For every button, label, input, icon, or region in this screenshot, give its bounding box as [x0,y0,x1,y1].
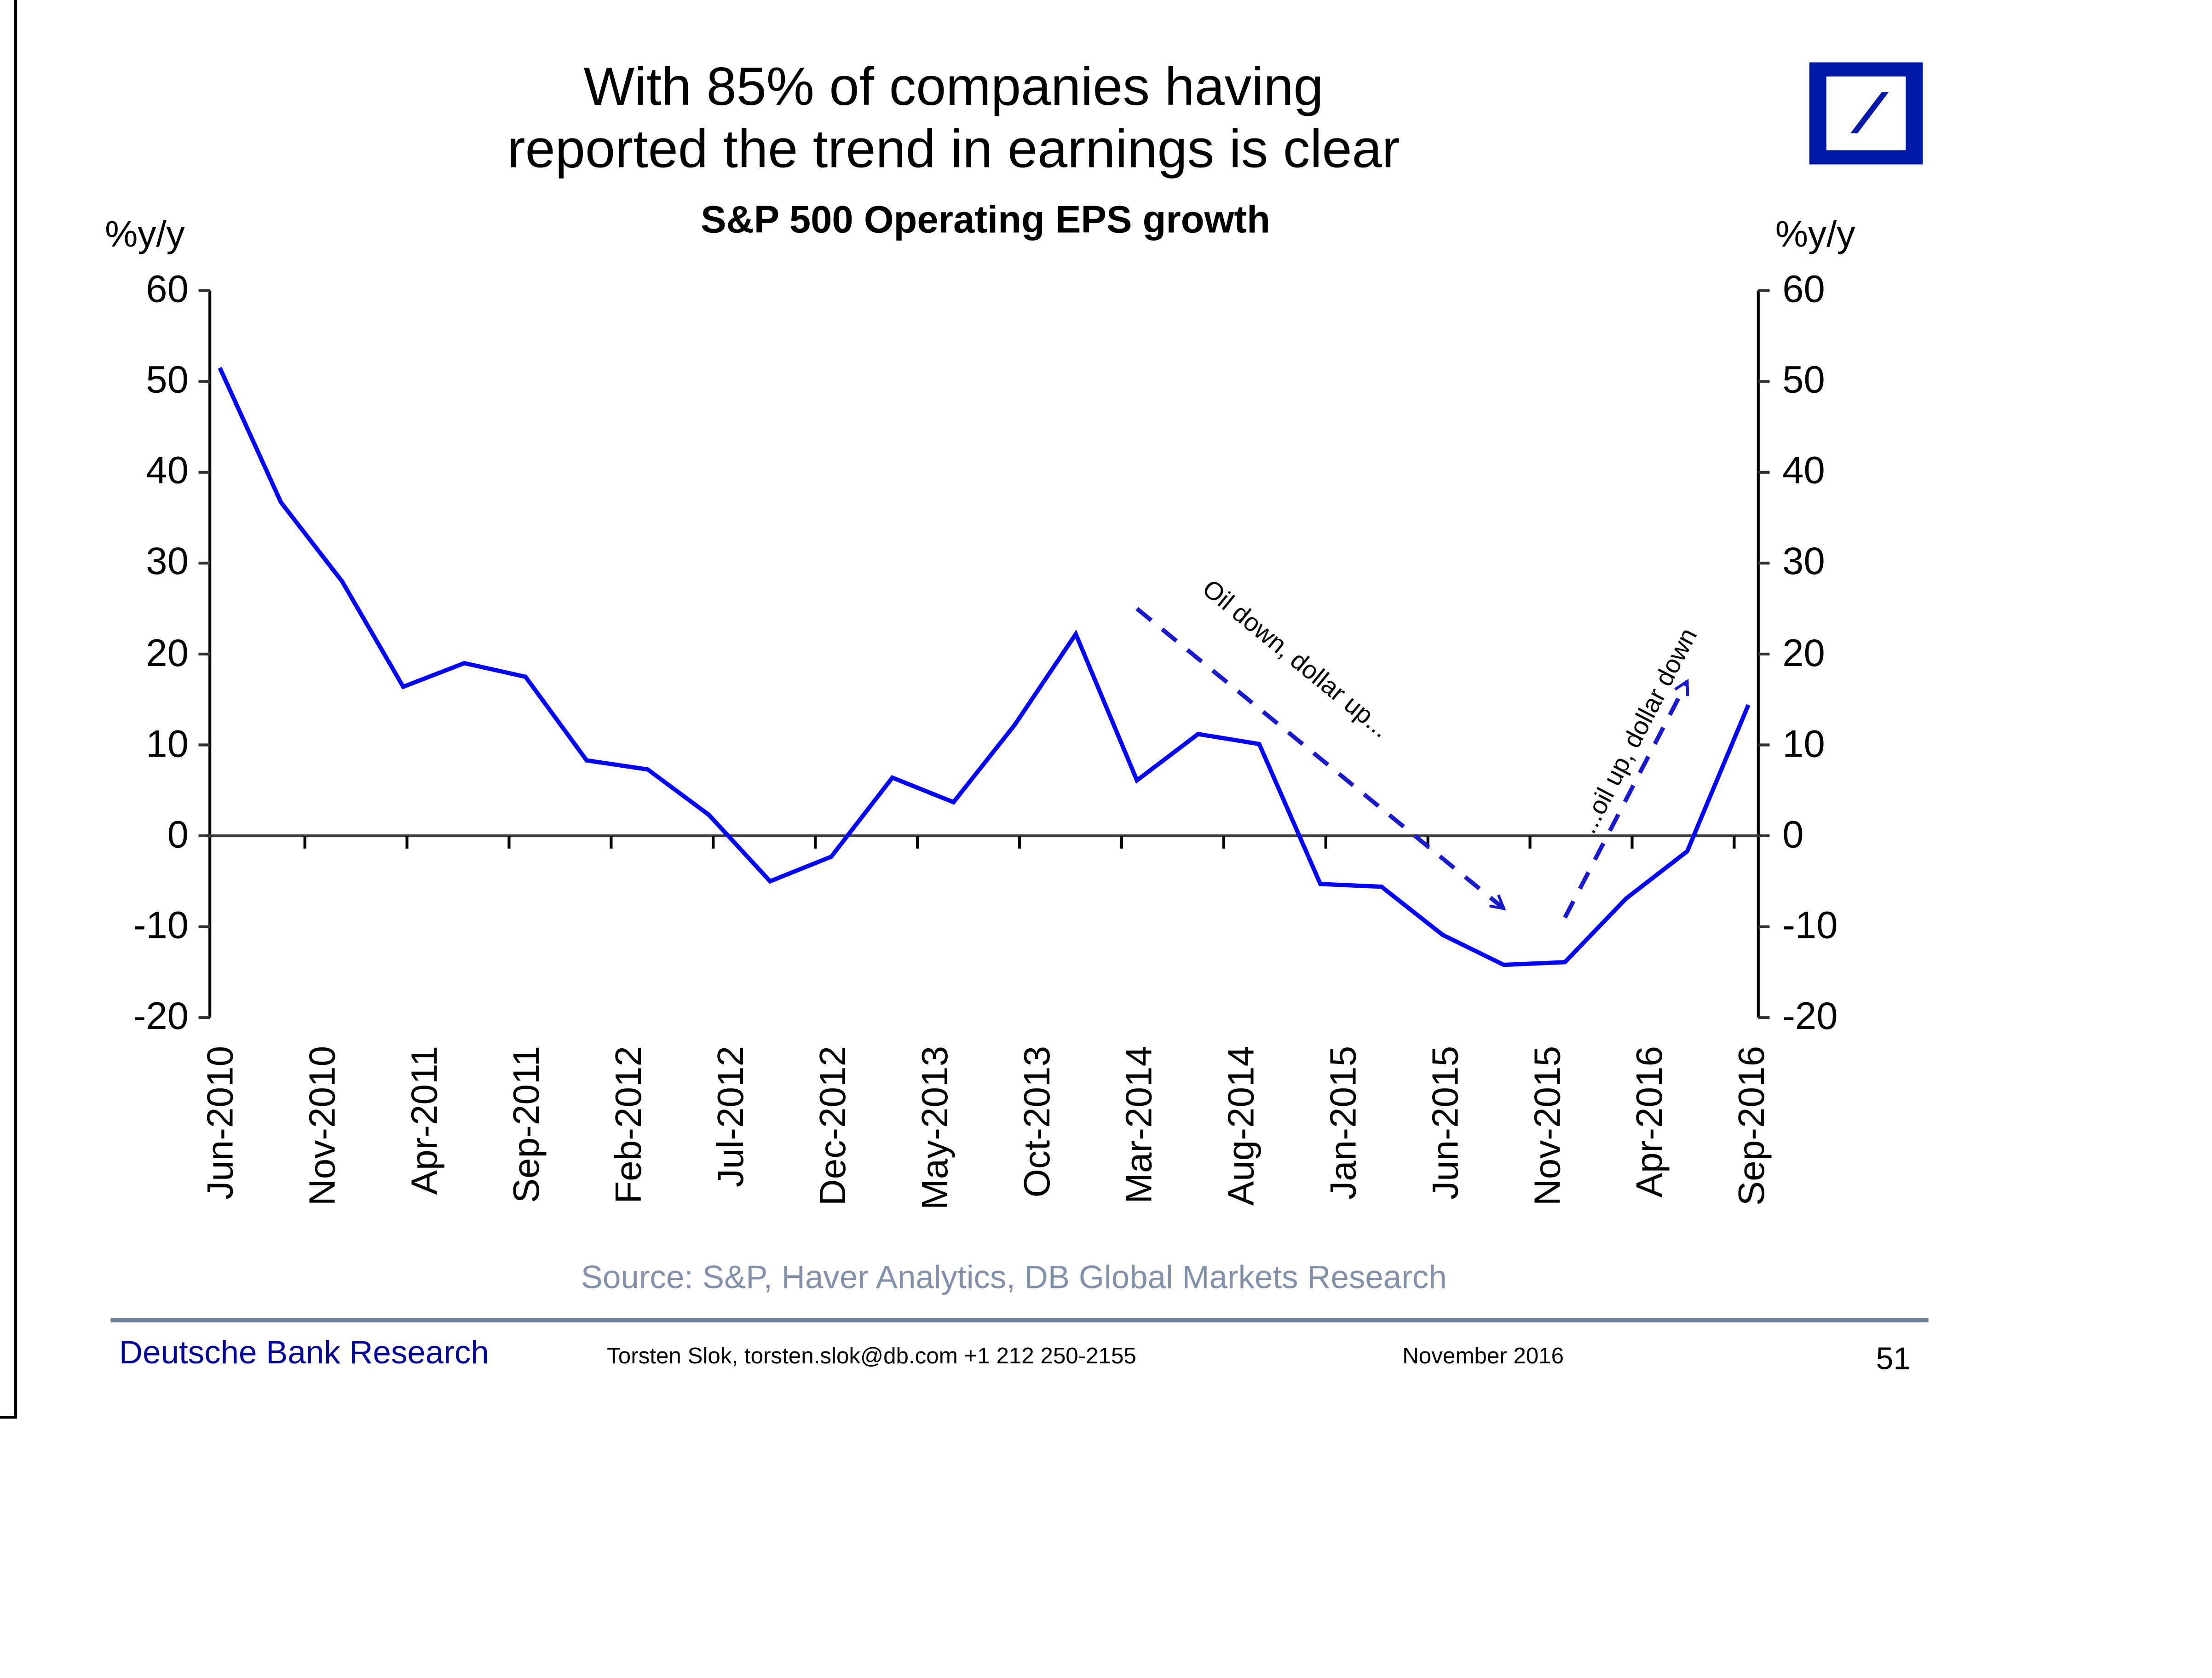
y-tick-label-left: 50 [146,358,189,402]
page-border [14,0,17,1418]
page-number: 51 [1876,1340,1911,1376]
data-point [770,881,771,882]
annotation-label: ...oil up, dollar down [1573,623,1703,838]
footer-contact: Torsten Slok, torsten.slok@db.com +1 212… [607,1345,1136,1369]
y-tick-label-right: 20 [1782,631,1825,674]
y-tick-label-right: 40 [1782,449,1825,492]
y-tick-label-left: 30 [146,540,189,583]
annotation-arrow [1563,681,1689,919]
data-point [892,777,893,778]
y-tick-label-right: -20 [1782,994,1838,1038]
y-tick-label-left: 20 [146,631,189,674]
y-tick-label-right: 60 [1782,268,1825,310]
y-tick-label-right: -10 [1782,904,1838,947]
data-point [953,802,954,803]
y-tick-label-left: 40 [146,449,189,492]
series-line-eps-growth [218,367,1751,967]
y-axis-right-unit: %y/y [1775,213,1855,255]
annotation-label: Oil down, dollar up... [1197,574,1395,743]
y-axis-left-unit: %y/y [105,213,185,255]
footer-date: November 2016 [1402,1345,1564,1369]
logo-slash-icon [1850,92,1889,133]
y-tick-label-left: -10 [133,904,189,947]
y-tick-label-left: 60 [146,268,189,310]
title-line-2: reported the trend in earnings is clear [507,120,1400,180]
page-border-corner [0,1416,17,1419]
title-line-1: With 85% of companies having [583,58,1324,118]
y-tick-label-left: -20 [133,994,189,1038]
footer-divider [110,1318,1929,1322]
chart-source: Source: S&P, Haver Analytics, DB Global … [581,1258,1447,1296]
footer-brand: Deutsche Bank Research [119,1333,489,1371]
y-tick-label-left: 10 [146,722,189,765]
y-tick-label-right: 0 [1782,813,1804,856]
y-tick-label-right: 10 [1782,722,1825,765]
y-tick-label-right: 50 [1782,358,1825,402]
annotation-arrow [1135,607,1503,908]
deutsche-bank-logo-icon [1809,62,1923,165]
chart-title: S&P 500 Operating EPS growth [701,198,1270,241]
y-tick-label-left: 0 [167,813,189,856]
y-tick-label-right: 30 [1782,540,1825,583]
slide-title: With 85% of companies having reported th… [426,57,1482,181]
